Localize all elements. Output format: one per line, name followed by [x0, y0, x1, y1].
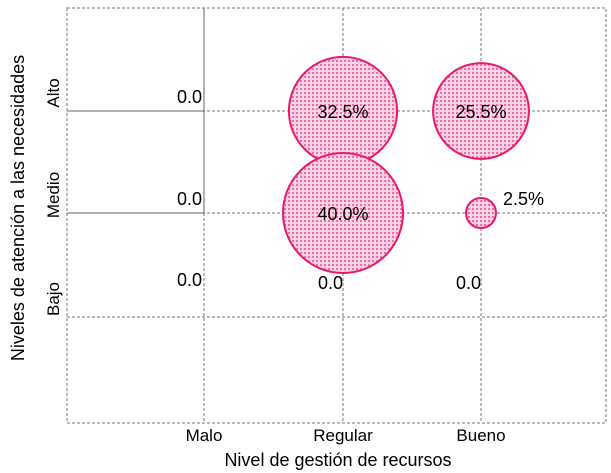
- bubble-bueno-alto: [432, 62, 530, 160]
- y-axis-title: Niveles de atención a las necesidades: [8, 55, 28, 361]
- data-label-bueno-bajo: 0.0: [456, 273, 481, 293]
- data-label-regular-bajo: 0.0: [318, 273, 343, 293]
- y-tick-medio: Medio: [44, 172, 63, 218]
- data-label-bueno-medio: 2.5%: [503, 189, 544, 209]
- data-label-malo-medio: 0.0: [177, 189, 202, 209]
- data-label-bueno-alto: 25.5%: [455, 102, 506, 122]
- label-layer: 0.0 0.0 0.0 32.5% 40.0% 0.0 25.5% 2.5% 0.0: [177, 87, 544, 293]
- data-label-regular-medio: 40.0%: [317, 204, 368, 224]
- axis-layer: Malo Regular Bueno Bajo Medio Alto: [44, 78, 506, 445]
- plot-frame: [66, 7, 607, 424]
- bubble-layer: [282, 55, 530, 274]
- x-tick-malo: Malo: [186, 426, 223, 445]
- bubble-bueno-medio: [465, 197, 497, 229]
- data-label-malo-alto: 0.0: [177, 87, 202, 107]
- bubble-regular-medio: [282, 152, 404, 274]
- data-label-regular-alto: 32.5%: [317, 102, 368, 122]
- data-label-malo-bajo: 0.0: [177, 270, 202, 290]
- y-tick-alto: Alto: [44, 78, 63, 107]
- y-tick-bajo: Bajo: [44, 282, 63, 316]
- x-tick-regular: Regular: [313, 426, 373, 445]
- x-tick-bueno: Bueno: [456, 426, 505, 445]
- x-axis-title: Nivel de gestión de recursos: [224, 450, 451, 470]
